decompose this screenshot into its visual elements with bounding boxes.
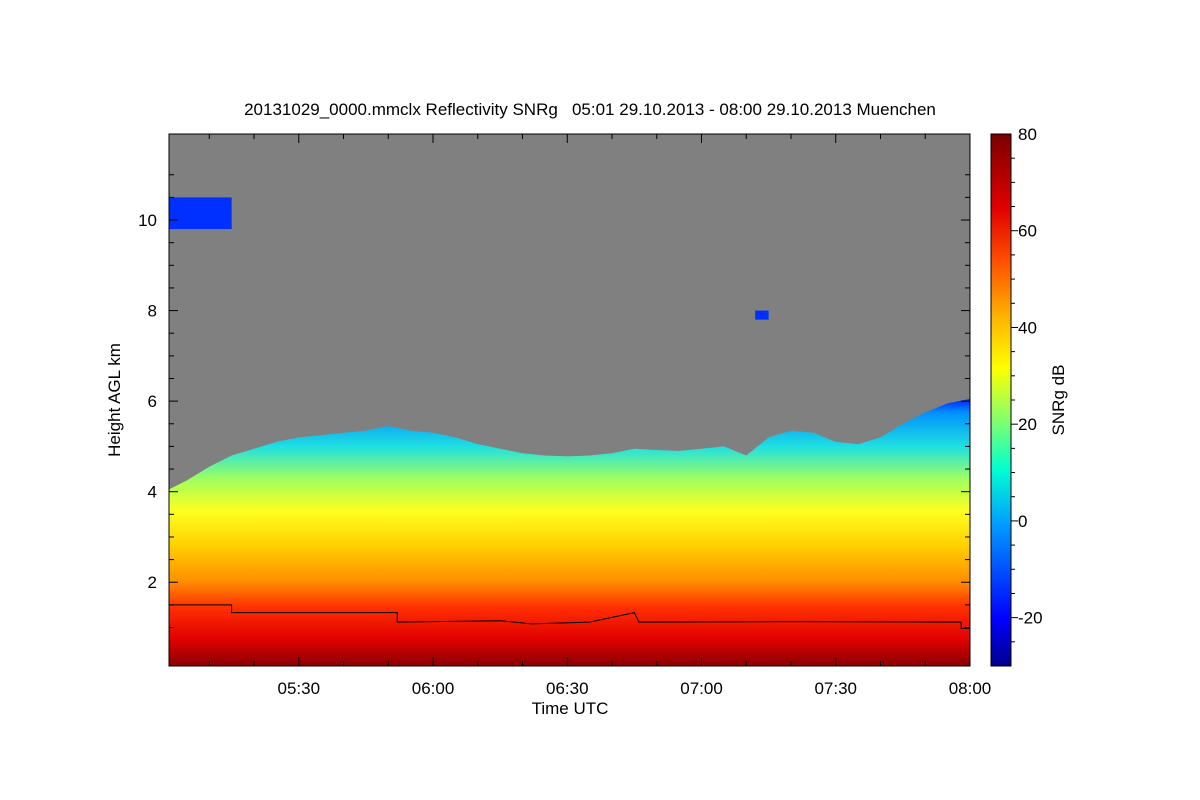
colorbar-tick-label: 0: [1018, 512, 1027, 531]
y-axis-label: Height AGL km: [105, 343, 124, 457]
y-axis: 2 4 6 8 10: [138, 174, 970, 629]
y-tick-label: 10: [138, 211, 157, 230]
colorbar-label: SNRg dB: [1049, 365, 1068, 436]
x-tick-label: 08:00: [949, 679, 992, 698]
y-tick-label: 2: [148, 573, 157, 592]
y-tick-label: 6: [148, 392, 157, 411]
boundary-layer-line: [169, 604, 970, 629]
upper-cloud-patch: [755, 310, 769, 320]
y-tick-label: 8: [148, 302, 157, 321]
plot-area: [169, 134, 970, 666]
colorbar-tick-label: 20: [1018, 415, 1037, 434]
x-axis-label: Time UTC: [532, 699, 609, 718]
chart-title: 20131029_0000.mmclx Reflectivity SNRg 05…: [244, 100, 936, 119]
upper-cloud-patch: [169, 197, 232, 230]
x-tick-label: 05:30: [277, 679, 320, 698]
x-tick-label: 06:30: [546, 679, 589, 698]
upper-cloud-patches: [169, 197, 769, 320]
colorbar-tick-label: 80: [1018, 125, 1037, 144]
x-tick-label: 06:00: [412, 679, 455, 698]
colorbar-tick-label: 40: [1018, 318, 1037, 337]
colorbar: [990, 133, 1012, 667]
x-axis: 05:30 06:00 06:30 07:00 07:30 08:00: [208, 134, 992, 698]
cloud-echo-area: [169, 398, 970, 666]
colorbar-tick-label: 60: [1018, 222, 1037, 241]
colorbar-axis: -20 0 20 40 60 80: [1011, 125, 1043, 643]
y-tick-label: 4: [148, 483, 157, 502]
plot-frame: [168, 133, 971, 667]
x-tick-label: 07:00: [680, 679, 723, 698]
colorbar-tick-label: -20: [1018, 609, 1043, 628]
x-tick-label: 07:30: [814, 679, 857, 698]
